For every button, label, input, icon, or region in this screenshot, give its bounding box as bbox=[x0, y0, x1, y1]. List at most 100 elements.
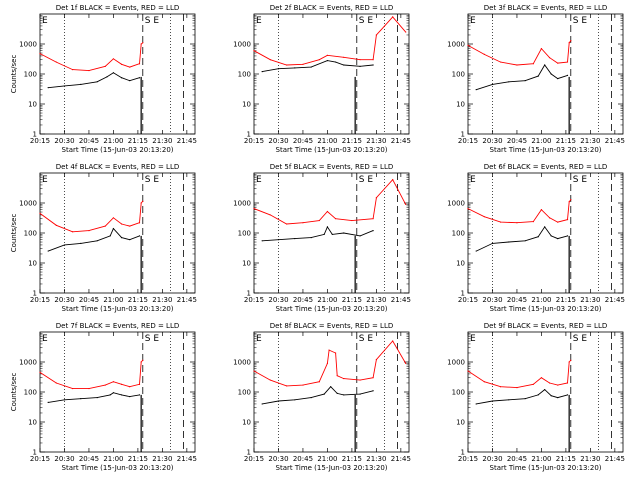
x-tick-label: 20:15 bbox=[30, 455, 50, 463]
y-tick-label: 1000 bbox=[233, 200, 251, 208]
lld-data-point bbox=[570, 39, 572, 42]
lld-series-line bbox=[253, 16, 407, 66]
lld-data-point bbox=[568, 201, 570, 203]
lld-data-point bbox=[532, 220, 534, 223]
x-tick-label: 20:15 bbox=[458, 137, 478, 145]
x-axis-label: Start Time (15-Jun-03 20:13:20) bbox=[490, 464, 602, 472]
x-tick-label: 20:15 bbox=[30, 296, 50, 304]
lld-data-point bbox=[129, 386, 131, 388]
events-data-point bbox=[372, 64, 374, 66]
plot-frame bbox=[253, 13, 410, 135]
lld-data-point bbox=[392, 179, 394, 181]
events-data-point bbox=[96, 240, 98, 242]
lld-data-point bbox=[269, 59, 271, 61]
lld-data-point bbox=[72, 69, 74, 71]
marker-se-label: S E bbox=[359, 334, 374, 344]
lld-data-point bbox=[405, 203, 407, 205]
events-data-point bbox=[277, 68, 280, 70]
events-series-line bbox=[476, 226, 568, 252]
panel-title: Det 6f BLACK = Events, RED = LLD bbox=[484, 163, 607, 171]
lld-data-point bbox=[500, 221, 502, 223]
lld-data-point bbox=[39, 52, 41, 55]
lld-data-point bbox=[405, 362, 407, 364]
lld-data-point bbox=[112, 58, 115, 60]
lld-data-point bbox=[392, 340, 394, 342]
events-data-point bbox=[323, 393, 325, 395]
lld-data-point bbox=[516, 64, 518, 66]
x-tick-label: 21:15 bbox=[342, 137, 362, 145]
lld-data-point bbox=[140, 361, 142, 363]
marker-se-label: S E bbox=[145, 334, 160, 344]
lld-data-point bbox=[372, 377, 374, 379]
lld-data-point bbox=[120, 383, 123, 385]
chart-panel-3: Det 3f BLACK = Events, RED = LLD 1 10 100 10… bbox=[447, 4, 625, 154]
x-axis-label: Start Time (15-Jun-03 20:13:20) bbox=[276, 305, 388, 313]
lld-data-point bbox=[326, 54, 329, 56]
panel-title: Det 7f BLACK = Events, RED = LLD bbox=[56, 322, 179, 330]
events-series-line bbox=[48, 72, 140, 89]
events-data-point bbox=[294, 238, 296, 240]
events-data-point bbox=[120, 394, 123, 396]
x-tick-label: 20:30 bbox=[268, 455, 288, 463]
y-tick-label: 100 bbox=[452, 230, 465, 238]
x-tick-label: 21:00 bbox=[317, 137, 337, 145]
lld-data-point bbox=[55, 61, 57, 63]
y-tick-label: 1000 bbox=[19, 359, 37, 367]
lld-data-point bbox=[39, 212, 41, 215]
events-data-point bbox=[47, 87, 49, 89]
lld-data-point bbox=[138, 383, 141, 385]
plot-frame bbox=[467, 13, 624, 135]
x-tick-label: 20:45 bbox=[507, 137, 527, 145]
x-tick-label: 21:15 bbox=[556, 296, 576, 304]
panel-title: Det 5f BLACK = Events, RED = LLD bbox=[270, 163, 393, 171]
lld-data-point bbox=[286, 385, 288, 387]
lld-data-point bbox=[72, 387, 74, 390]
x-tick-label: 20:30 bbox=[482, 296, 502, 304]
lld-data-point bbox=[557, 384, 559, 386]
lld-data-point bbox=[286, 64, 288, 66]
lld-data-point bbox=[570, 359, 572, 361]
lld-data-point bbox=[540, 377, 543, 379]
lld-series-line bbox=[467, 199, 572, 224]
x-axis-label: Start Time (15-Jun-03 20:13:20) bbox=[62, 146, 174, 154]
y-tick-label: 1 bbox=[461, 449, 465, 457]
events-data-point bbox=[550, 73, 552, 75]
events-data-point bbox=[550, 235, 552, 237]
lld-data-point bbox=[516, 222, 518, 224]
x-axis-label: Start Time (15-Jun-03 20:13:20) bbox=[62, 305, 174, 313]
lld-data-point bbox=[142, 359, 144, 361]
events-data-point bbox=[475, 250, 477, 252]
y-tick-label: 1 bbox=[33, 449, 37, 457]
lld-data-point bbox=[557, 221, 559, 223]
events-data-point bbox=[47, 401, 49, 404]
x-tick-label: 21:30 bbox=[152, 296, 172, 304]
x-tick-label: 20:30 bbox=[268, 137, 288, 145]
chart-panel-9: Det 9f BLACK = Events, RED = LLD 1 10 100 10… bbox=[447, 322, 625, 472]
x-tick-label: 21:00 bbox=[531, 137, 551, 145]
events-data-point bbox=[334, 61, 337, 63]
x-tick-label: 21:15 bbox=[342, 455, 362, 463]
events-data-point bbox=[372, 230, 374, 232]
lld-series-line bbox=[467, 359, 572, 389]
x-tick-label: 20:30 bbox=[54, 296, 74, 304]
panel-title: Det 9f BLACK = Events, RED = LLD bbox=[484, 322, 607, 330]
marker-e-label: E bbox=[256, 16, 262, 26]
x-tick-label: 21:30 bbox=[580, 137, 600, 145]
lld-data-point bbox=[375, 359, 377, 361]
y-tick-label: 10 bbox=[242, 101, 251, 109]
lld-data-point bbox=[516, 387, 518, 389]
lld-data-point bbox=[483, 381, 485, 383]
lld-data-point bbox=[375, 34, 377, 36]
lld-data-point bbox=[302, 384, 304, 386]
x-tick-label: 21:15 bbox=[128, 137, 148, 145]
events-data-point bbox=[336, 392, 338, 394]
lld-data-point bbox=[540, 48, 543, 50]
lld-data-point bbox=[138, 63, 141, 65]
x-tick-label: 21:45 bbox=[177, 455, 197, 463]
chart-panel-6: Det 6f BLACK = Events, RED = LLD 1 10 100 10… bbox=[447, 163, 625, 313]
chart-panel-8: Det 8f BLACK = Events, RED = LLD 1 10 100 10… bbox=[233, 322, 411, 472]
lld-data-point bbox=[570, 198, 572, 201]
events-data-point bbox=[524, 398, 526, 400]
lld-data-point bbox=[112, 381, 115, 383]
x-tick-label: 21:45 bbox=[391, 455, 411, 463]
